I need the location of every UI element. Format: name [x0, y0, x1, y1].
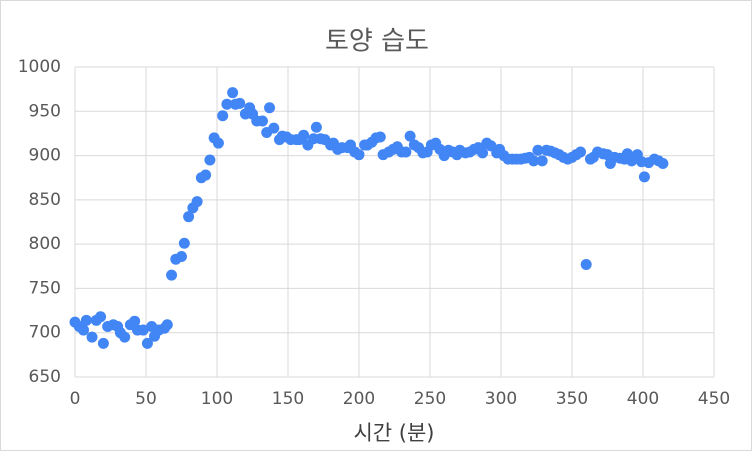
data-point	[86, 331, 98, 343]
data-point	[161, 319, 173, 331]
data-point	[227, 87, 239, 99]
y-tick-label: 800	[29, 234, 61, 254]
x-tick-label: 0	[70, 389, 81, 409]
data-point	[268, 122, 280, 134]
y-tick-label: 750	[29, 278, 61, 298]
data-point	[374, 131, 386, 143]
x-tick-label: 300	[485, 389, 517, 409]
y-tick-label: 700	[29, 323, 61, 343]
y-tick-label: 950	[29, 101, 61, 121]
x-tick-label: 400	[627, 389, 659, 409]
data-point	[141, 337, 153, 349]
data-point	[580, 259, 592, 271]
y-tick-label: 850	[29, 190, 61, 210]
data-point	[97, 337, 109, 349]
data-point	[80, 314, 92, 326]
data-point	[404, 130, 416, 142]
data-point	[536, 155, 548, 167]
x-tick-label: 450	[698, 389, 730, 409]
x-tick-label: 350	[556, 389, 588, 409]
data-point	[212, 137, 224, 149]
data-point	[532, 144, 544, 156]
data-point	[191, 196, 203, 208]
data-point	[178, 237, 190, 249]
data-point	[575, 146, 587, 158]
data-point	[310, 121, 322, 133]
data-point	[353, 149, 365, 161]
data-point	[528, 155, 540, 167]
data-point	[95, 311, 107, 323]
data-point	[256, 115, 268, 127]
data-point	[638, 171, 650, 183]
x-tick-label: 150	[272, 389, 304, 409]
data-point	[137, 324, 149, 336]
y-tick-label: 650	[29, 367, 61, 387]
data-point	[657, 158, 669, 170]
data-point	[166, 269, 178, 281]
x-tick-label: 200	[343, 389, 375, 409]
data-point	[264, 102, 276, 114]
data-point	[298, 129, 310, 141]
data-point	[217, 110, 229, 122]
x-tick-label: 250	[414, 389, 446, 409]
x-tick-label: 100	[201, 389, 233, 409]
data-point	[400, 146, 412, 158]
data-point	[234, 97, 246, 109]
data-point	[200, 169, 212, 181]
x-axis-title: 시간 (분)	[353, 421, 434, 445]
chart-title: 토양 습도	[325, 27, 429, 57]
data-point	[119, 331, 131, 343]
data-point	[183, 211, 195, 223]
data-point	[477, 147, 489, 159]
data-point	[78, 324, 90, 336]
data-point	[221, 98, 233, 110]
data-point	[204, 154, 216, 166]
y-tick-label: 900	[29, 146, 61, 166]
data-point	[129, 315, 141, 327]
data-point	[176, 251, 187, 263]
x-tick-label: 50	[135, 389, 157, 409]
y-tick-label: 1000	[18, 57, 61, 77]
